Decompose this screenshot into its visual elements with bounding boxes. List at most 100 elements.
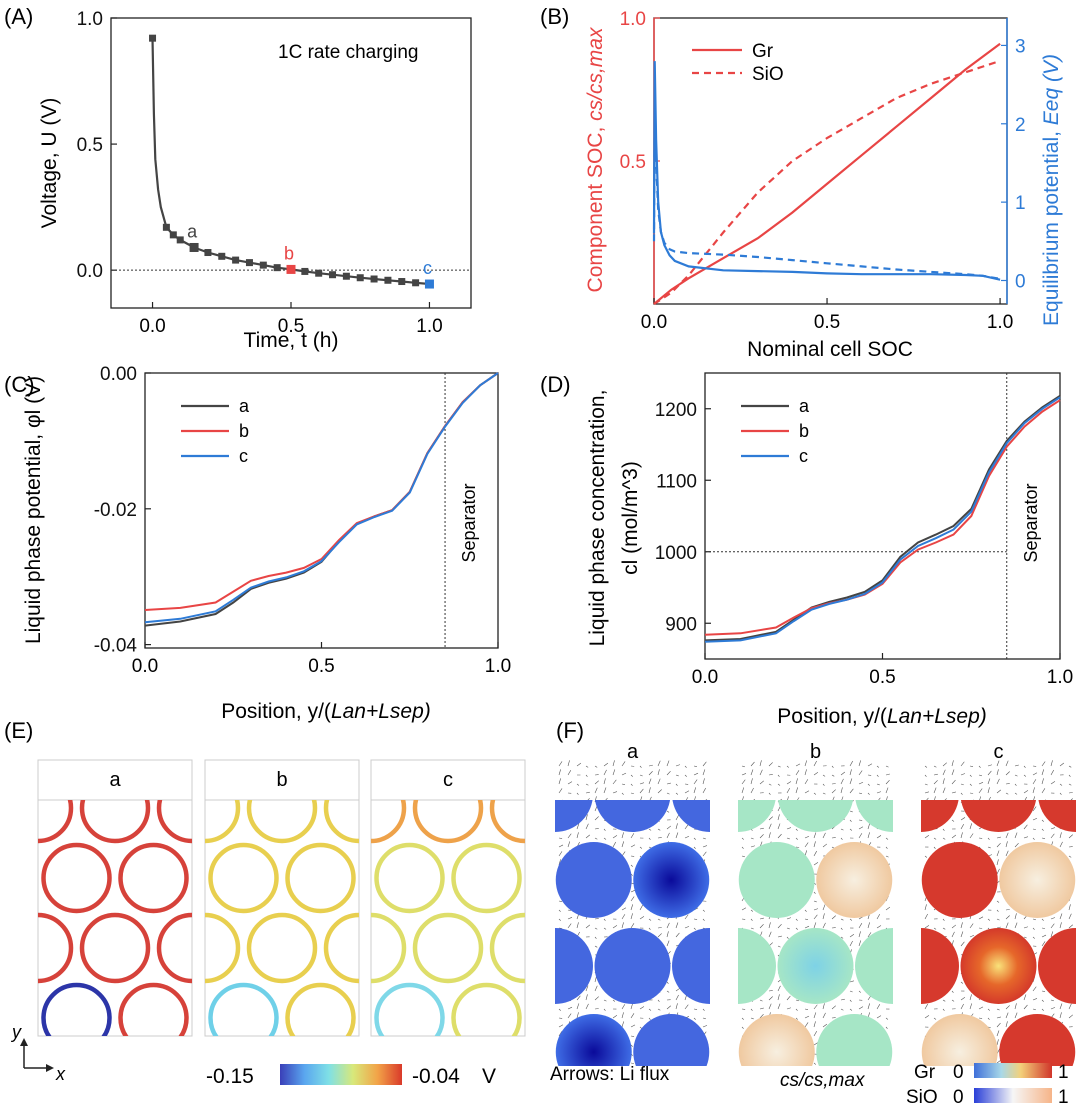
- f-title-a: a: [627, 741, 639, 763]
- f-particle: [633, 1014, 710, 1066]
- chart-d-legend-label-b: b: [799, 421, 809, 441]
- f-particle: [921, 928, 959, 1004]
- f-particle: [738, 928, 776, 1004]
- e-particle-shell: [374, 842, 445, 914]
- chart-b-xtick-label: 1.0: [987, 312, 1013, 333]
- chart-a-point: [301, 267, 309, 275]
- chart-a-point: [149, 34, 157, 42]
- axis-y-label: y: [10, 1022, 22, 1042]
- panel-label-c: (C): [4, 372, 35, 397]
- chart-d-series-a: [704, 395, 1061, 642]
- e-particle-shell: [79, 912, 151, 984]
- chart-b-right-ytick-label: 1: [1015, 193, 1026, 214]
- e-particle-shell: [374, 982, 445, 1036]
- e-title-b: b: [276, 769, 287, 791]
- panel-label-a: (A): [4, 4, 33, 29]
- gr-bar-max: 1: [1058, 1062, 1069, 1083]
- f-particle: [855, 800, 893, 832]
- f-particle: [999, 842, 1076, 918]
- chart-d-xtick-label: 0.0: [692, 667, 718, 688]
- f-particle: [672, 928, 710, 1004]
- chart-b-series-gr-eeq: [652, 61, 1001, 281]
- chart-a-point: [356, 274, 364, 282]
- chart-b-right-ytick-label: 0: [1015, 271, 1026, 292]
- chart-b-left-ytick-label: 1.0: [620, 9, 646, 30]
- chart-a-xtick-label: 0.0: [139, 316, 165, 337]
- sio-label: SiO: [906, 1087, 938, 1108]
- chart-b-xtick-label: 0.5: [814, 312, 840, 333]
- axis-x-label: x: [55, 1064, 66, 1084]
- chart-a-xtick-label: 1.0: [416, 316, 442, 337]
- gr-colorbar: [974, 1063, 1052, 1078]
- chart-b-frame: [653, 17, 1008, 305]
- arrows-note: Arrows: Li flux: [550, 1064, 670, 1085]
- chart-a-xlabel: Time, t (h): [244, 329, 339, 352]
- chart-b-right-ytick-label: 2: [1015, 115, 1026, 136]
- sio-bar-min: 0: [953, 1087, 964, 1108]
- f-particle: [1038, 928, 1076, 1004]
- chart-d-ylabel-line1: Liquid phase concentration,: [586, 390, 609, 647]
- e-particle-shell: [489, 800, 525, 844]
- e-particle-shell: [118, 842, 189, 914]
- e-particle-shell: [156, 800, 192, 844]
- panel-label-d: (D): [540, 372, 571, 397]
- legend-gr-label: Gr: [752, 41, 774, 62]
- chart-c: 0.0 0.5 1.0 0.00 -0.02 -0.04 Separator abc Po…: [22, 364, 511, 723]
- chart-d-xtick-label: 0.5: [869, 667, 895, 688]
- chart-a-ylabel: Voltage, U (V): [38, 98, 61, 229]
- chart-b-left-ytick-label: 0.5: [620, 152, 646, 173]
- chart-b-ylabel-right: Equilibrium potential, Eeq (V): [1040, 54, 1063, 326]
- chart-c-ytick-label: -0.02: [94, 500, 137, 521]
- f-particle: [738, 1014, 815, 1066]
- chart-b-xlabel: Nominal cell SOC: [747, 338, 913, 361]
- chart-a-ytick-label: 0.5: [77, 135, 103, 156]
- f-particle: [777, 928, 854, 1004]
- chart-c-series-c: [144, 372, 499, 624]
- chart-a-point: [232, 256, 240, 264]
- chart-a-point: [398, 278, 406, 286]
- chart-a-annotation: 1C rate charging: [278, 42, 418, 63]
- chart-a-marker-c: [424, 279, 434, 289]
- axis-indicator: y x: [10, 1022, 66, 1084]
- chart-d-legend-label-c: c: [799, 446, 808, 466]
- f-particle: [960, 800, 1037, 832]
- chart-c-legend-label-b: b: [239, 421, 249, 441]
- e-subpanel-a: a: [37, 759, 193, 1037]
- f-particle: [777, 800, 854, 832]
- chart-d-ytick-label: 1200: [655, 400, 697, 421]
- chart-a: 0.0 0.5 1.00.00.51.0 abc 1C rate charging …: [38, 9, 472, 352]
- e-particle-shell: [371, 912, 407, 984]
- chart-a-point: [315, 269, 323, 277]
- chart-a-point: [176, 236, 184, 244]
- e-particle-shell: [412, 912, 484, 984]
- f-subpanel-a: a: [555, 741, 710, 1066]
- chart-d: 0.0 0.5 1.0 900 1000 1100 1200 Separator abc P…: [586, 372, 1073, 728]
- sio-bar-max: 1: [1058, 1087, 1069, 1108]
- f-particle: [738, 842, 815, 918]
- colorbar-e-max: -0.04: [412, 1065, 460, 1088]
- chart-d-separator-label: Separator: [1021, 483, 1041, 562]
- e-particle-shell: [285, 982, 356, 1036]
- chart-b-ylabel-left: Component SOC, cs/cs,max: [584, 26, 607, 292]
- chart-b-series-sio-soc: [653, 59, 1001, 305]
- chart-d-frame: [704, 372, 1061, 660]
- chart-c-xtick-label: 0.0: [132, 656, 158, 677]
- e-particle-shell: [246, 800, 318, 844]
- gr-bar-min: 0: [953, 1062, 964, 1083]
- f-subpanel-c: c: [921, 741, 1076, 1066]
- chart-c-xtick-label: 1.0: [485, 656, 511, 677]
- chart-d-ytick-label: 1000: [655, 543, 697, 564]
- e-particle-shell: [38, 800, 74, 844]
- e-particle-shell: [208, 982, 279, 1036]
- colorbar-e-min: -0.15: [206, 1065, 254, 1088]
- chart-a-point: [218, 252, 226, 260]
- chart-c-legend-label-a: a: [239, 396, 250, 416]
- chart-a-point: [245, 259, 253, 267]
- chart-b-series-gr-soc: [653, 42, 1001, 305]
- panel-label-b: (B): [540, 4, 569, 29]
- f-particle: [816, 842, 893, 918]
- f-subpanel-b: b: [738, 741, 893, 1066]
- e-subpanel-c: c: [370, 759, 526, 1037]
- e-particle-shell: [323, 800, 359, 844]
